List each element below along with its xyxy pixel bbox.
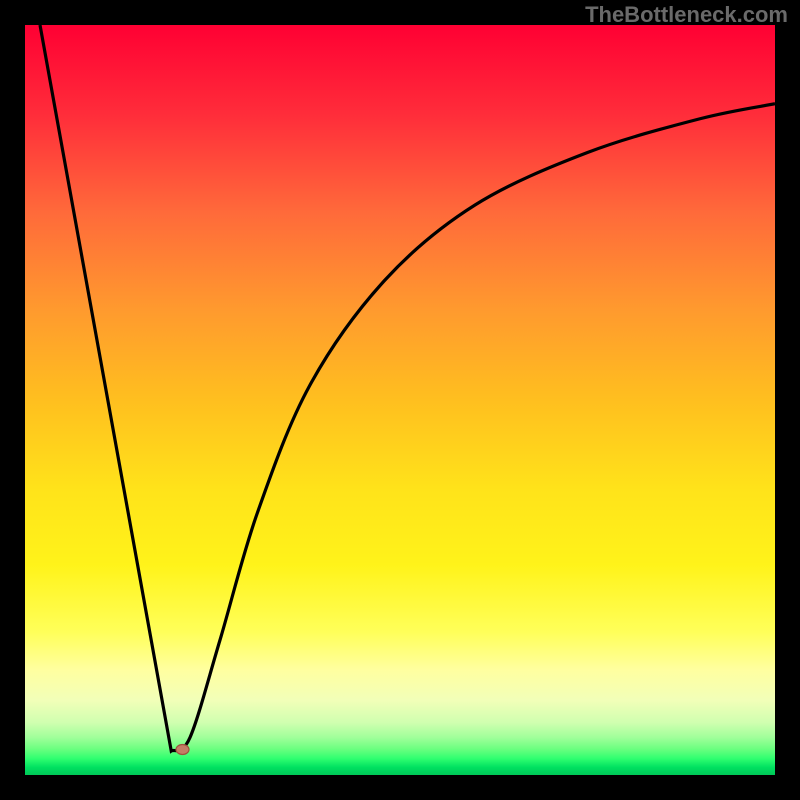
minimum-marker [176,745,189,755]
figure-outer: TheBottleneck.com [0,0,800,800]
curve-layer [25,25,775,775]
axis-bottom [0,775,800,800]
axis-left [0,0,25,800]
axis-right [775,0,800,800]
plot-area [25,25,775,775]
bottleneck-curve [40,25,775,751]
watermark-text: TheBottleneck.com [585,2,788,28]
